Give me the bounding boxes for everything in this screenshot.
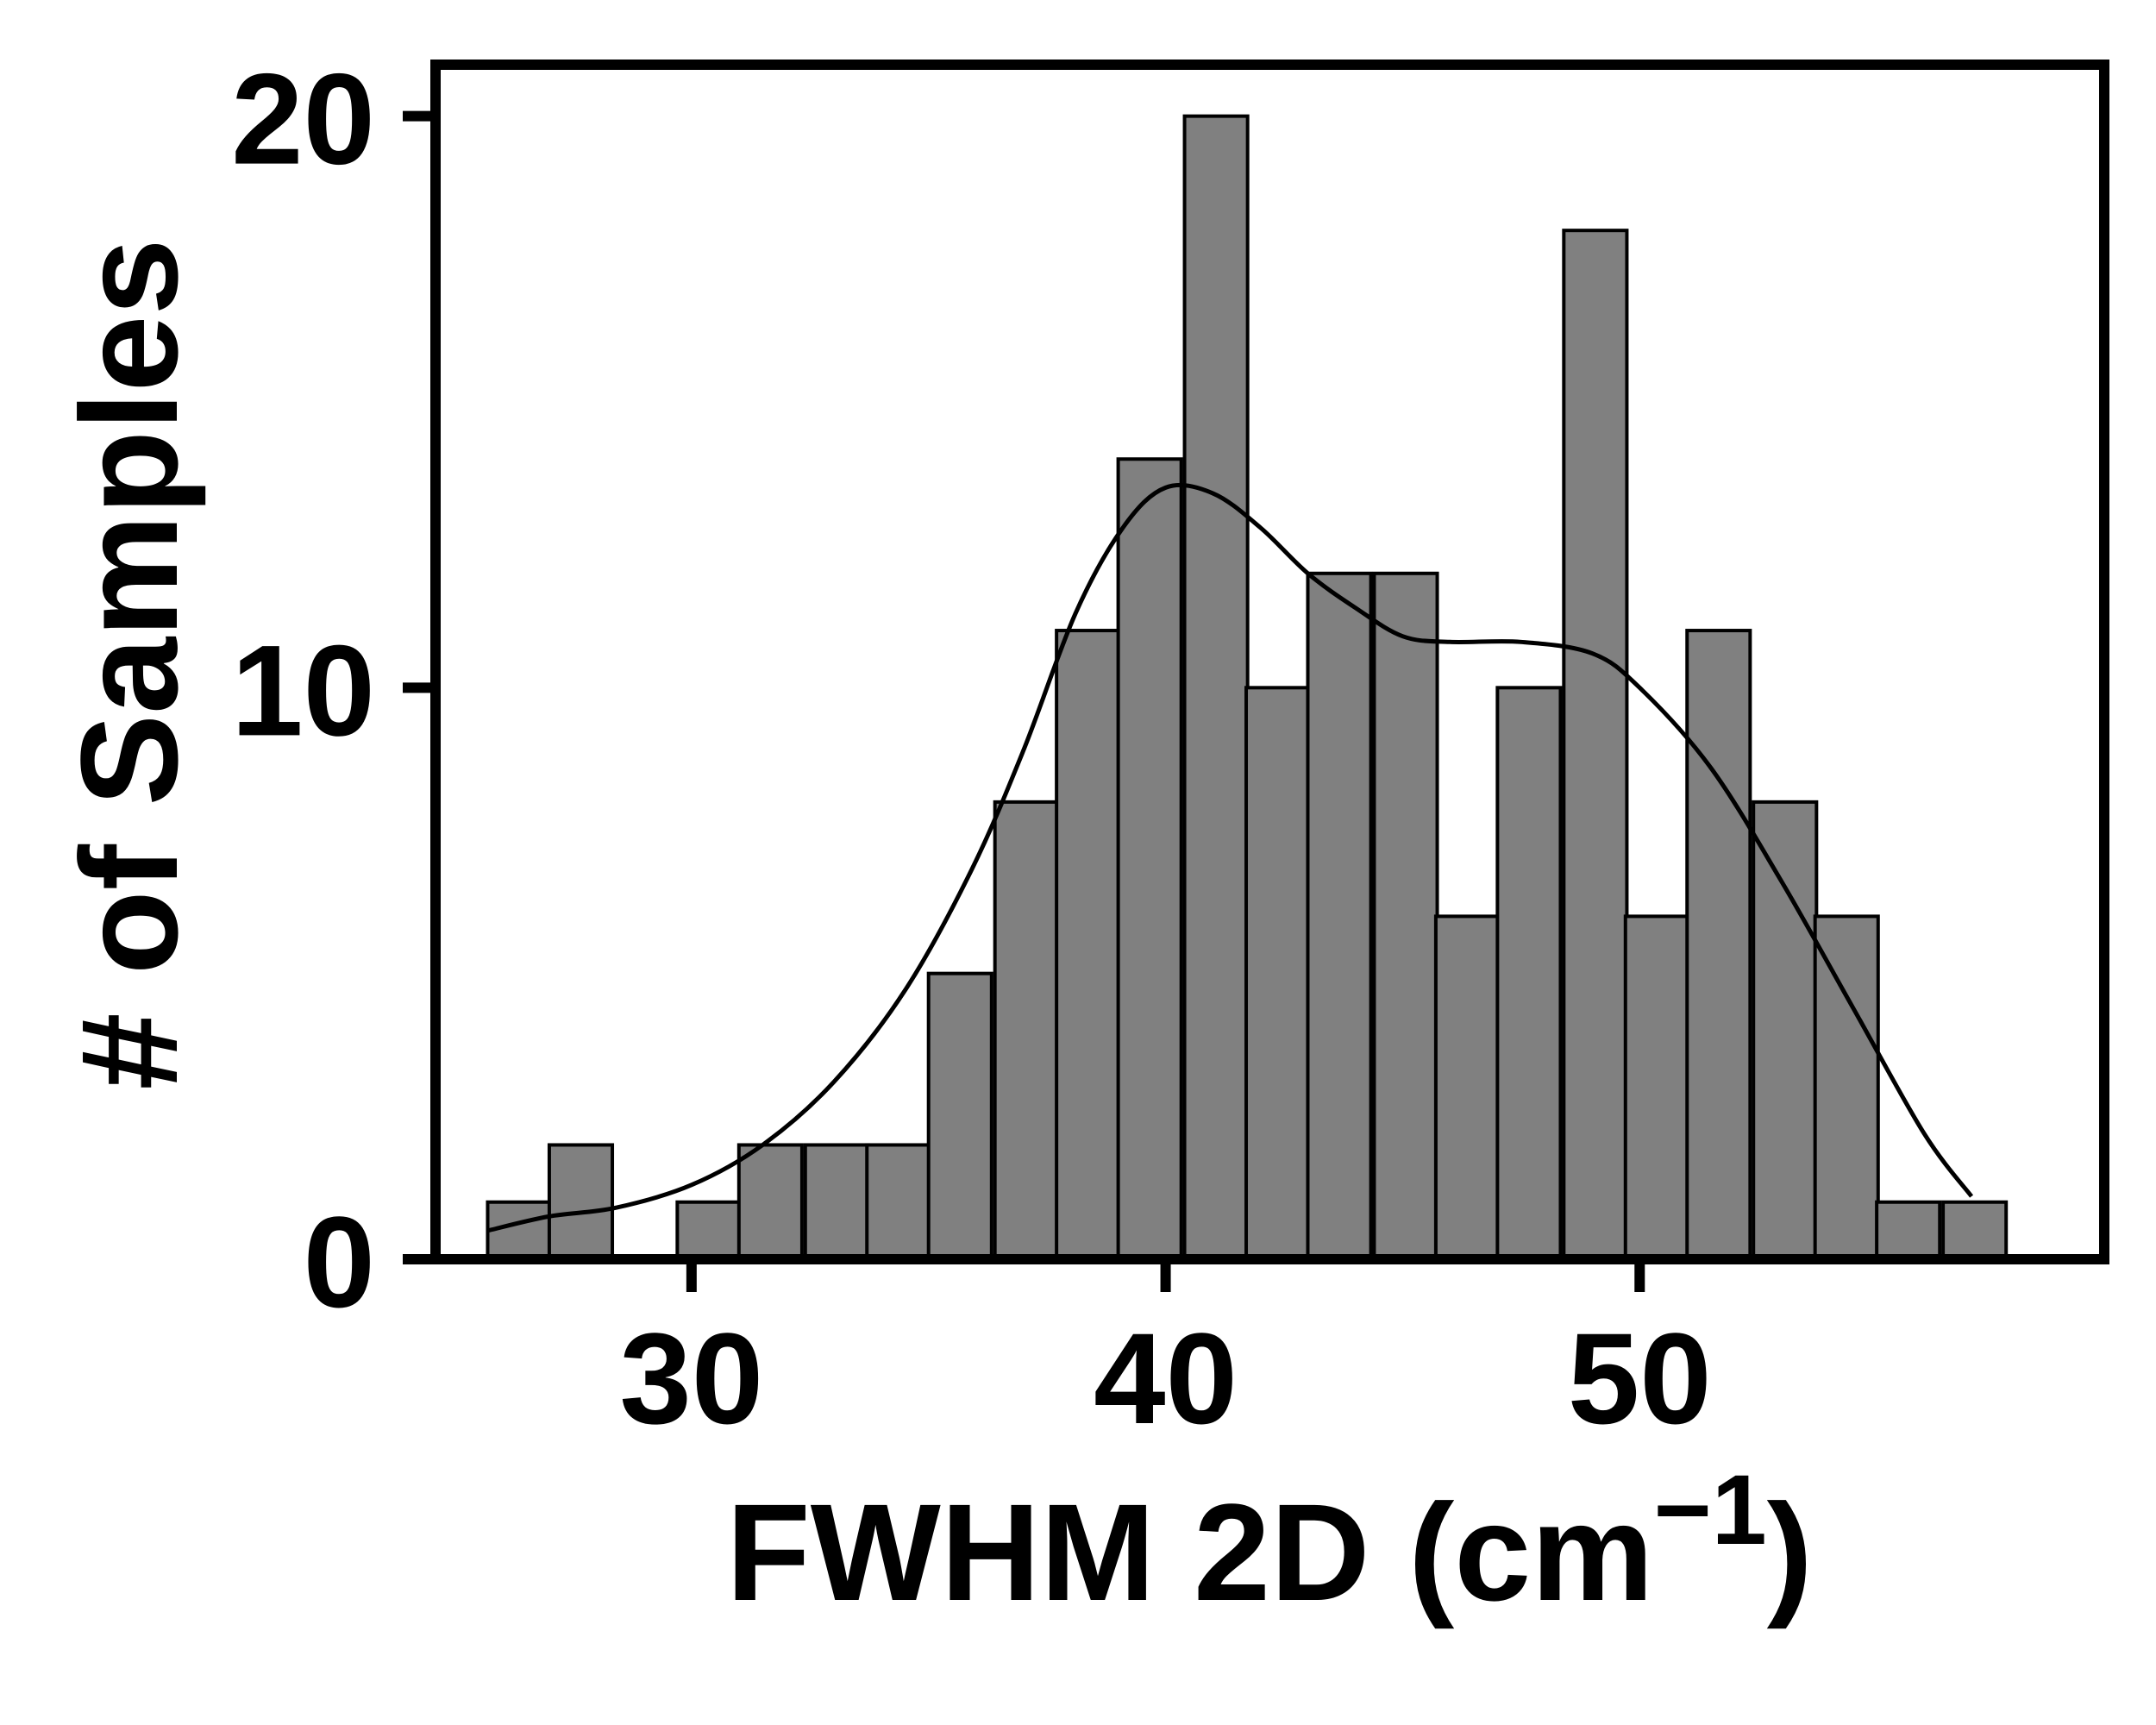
histogram-bar [1182, 114, 1250, 1262]
density-curve [486, 483, 1974, 1233]
x-tick-label: 30 [619, 1306, 763, 1451]
y-axis-label: # of Samples [52, 238, 206, 1089]
histogram-bar [736, 1143, 804, 1261]
histogram-bar [1433, 914, 1501, 1261]
x-tick-label: 50 [1568, 1306, 1712, 1451]
histogram-bar [865, 1143, 932, 1261]
histogram-bar [486, 1200, 553, 1261]
x-axis-label: FWHM 2D (cm−1) [726, 1455, 1813, 1629]
histogram-bar [926, 971, 993, 1261]
histogram-bar [1875, 1200, 1942, 1261]
histogram-bar [1372, 571, 1439, 1261]
histogram-bar [1495, 686, 1563, 1261]
histogram-bar [1752, 800, 1819, 1261]
histogram-bars [486, 114, 2009, 1262]
histogram-bar [993, 800, 1060, 1261]
x-axis-ticks: 30 40 50 [619, 1259, 1712, 1451]
histogram-bar [1941, 1200, 2009, 1261]
histogram-bar [1623, 914, 1690, 1261]
y-tick-label: 0 [304, 1189, 375, 1334]
x-tick-label: 40 [1094, 1306, 1238, 1451]
plot-frame [430, 60, 2109, 1264]
histogram-bar [1116, 457, 1183, 1261]
histogram-bar [1244, 686, 1312, 1261]
histogram-bar [1685, 629, 1752, 1261]
y-tick-label: 20 [231, 47, 375, 191]
histogram-bar [1306, 571, 1373, 1261]
histogram-bar [1055, 629, 1122, 1261]
y-tick-label: 10 [231, 618, 375, 762]
histogram-bar [1813, 914, 1880, 1261]
histogram-bar [675, 1200, 743, 1261]
y-axis-ticks: 0 10 20 [231, 47, 436, 1334]
histogram-bar [547, 1143, 615, 1261]
histogram-bar [1562, 229, 1629, 1262]
histogram-bar [803, 1143, 870, 1261]
